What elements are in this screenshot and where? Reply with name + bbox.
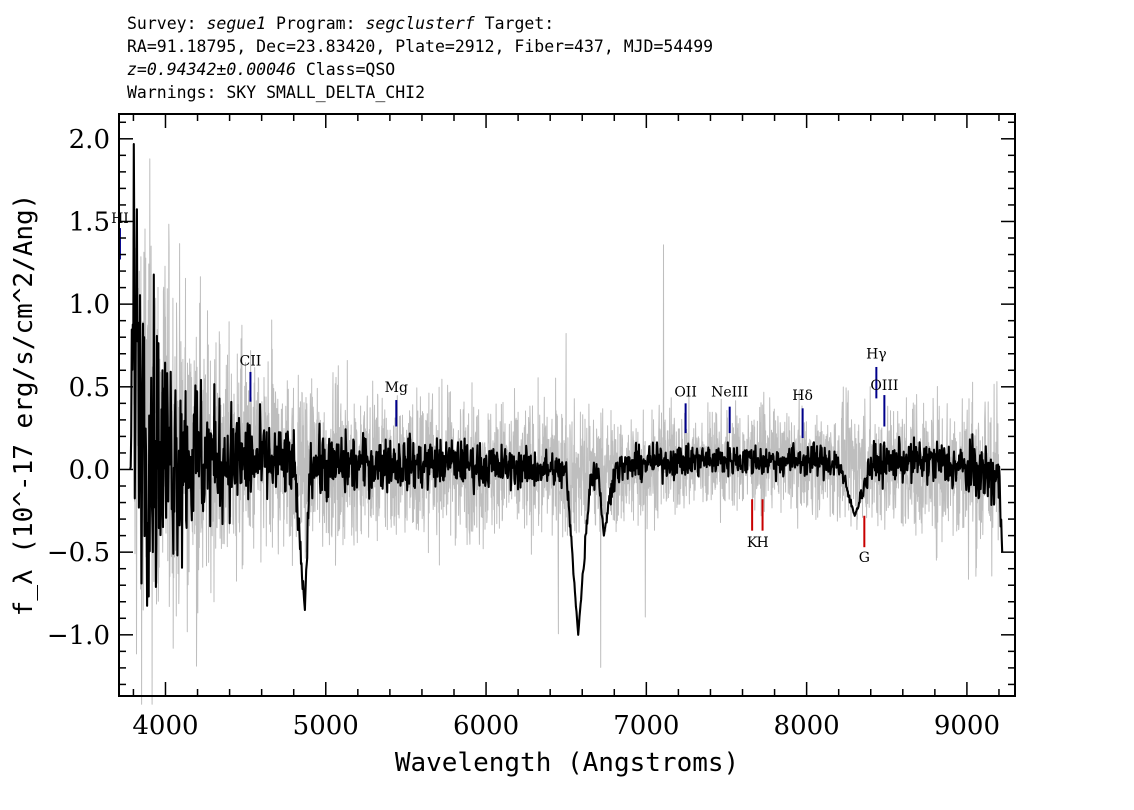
header-line-3: z=0.94342±0.00046 Class=QSO [127,58,713,81]
program-value: segclusterf [365,14,475,33]
x-tick-label: 5000 [293,711,359,741]
x-tick-label: 4000 [132,711,198,741]
x-tick-label: 7000 [613,711,679,741]
absorption-line-label: K [747,535,758,551]
target-label: Target: [484,14,555,33]
program-label: Program: [276,14,356,33]
spectrum-header: Survey: segue1 Program: segclusterf Targ… [127,12,713,104]
x-axis-title: Wavelength (Angstroms) [395,748,739,778]
y-tick-label: 1.5 [69,207,110,237]
flux-series [129,143,1004,636]
x-tick-label: 9000 [934,711,1000,741]
y-tick-label: 0.0 [69,455,110,485]
emission-line-label: NeIII [711,385,748,401]
survey-label: Survey: [127,14,197,33]
x-tick-label: 6000 [453,711,519,741]
emission-line-label: OII [674,385,697,401]
header-line-4: Warnings: SKY SMALL_DELTA_CHI2 [127,83,426,102]
y-tick-label: 2.0 [69,125,110,155]
y-tick-label: 0.5 [69,373,110,403]
series-layer [129,143,1004,636]
emission-line-label: Hγ [866,347,887,363]
header-line-1: Survey: segue1 Program: segclusterf Targ… [127,12,713,35]
class-value: Class=QSO [305,60,396,79]
y-tick-label: 1.0 [69,290,110,320]
plot-frame [118,113,1016,697]
tick-labels-layer: 4000 5000 6000 7000 8000 9000 −1.0 −0.5 0.0 0.5 1.… [47,125,1000,741]
emission-line-label: Hδ [792,388,813,404]
redshift-value: z=0.94342±0.00046 [127,60,296,79]
ticks-layer [119,114,1015,696]
emission-line-label: OIII [870,378,898,394]
y-tick-label: −1.0 [47,621,110,651]
header-line-2: RA=91.18795, Dec=23.83420, Plate=2912, F… [127,37,714,56]
emission-line-label: CII [240,353,262,369]
x-tick-label: 8000 [774,711,840,741]
emission-line-label: Mg [385,380,408,396]
absorption-line-label: G [859,550,870,566]
y-axis-title: f_λ (10^-17 erg/s/cm^2/Ang) [9,194,39,617]
survey-value: segue1 [206,14,267,33]
absorption-line-label: H [756,535,768,551]
y-tick-label: −0.5 [47,538,110,568]
